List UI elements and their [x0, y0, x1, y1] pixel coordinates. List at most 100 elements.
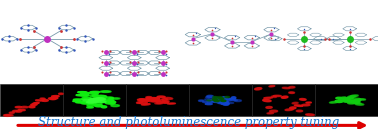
- Ellipse shape: [105, 100, 114, 101]
- Ellipse shape: [299, 99, 306, 100]
- Ellipse shape: [87, 104, 94, 106]
- Ellipse shape: [92, 99, 99, 101]
- Ellipse shape: [139, 102, 147, 104]
- Ellipse shape: [294, 105, 303, 106]
- Ellipse shape: [215, 97, 219, 99]
- Ellipse shape: [213, 100, 218, 102]
- Ellipse shape: [36, 100, 43, 101]
- Ellipse shape: [227, 102, 234, 104]
- Ellipse shape: [83, 94, 89, 96]
- Ellipse shape: [345, 98, 351, 100]
- Ellipse shape: [16, 110, 22, 112]
- Ellipse shape: [86, 101, 94, 103]
- Ellipse shape: [352, 98, 361, 100]
- Ellipse shape: [219, 100, 223, 101]
- Ellipse shape: [206, 97, 211, 98]
- Ellipse shape: [215, 98, 222, 99]
- Ellipse shape: [336, 101, 343, 103]
- Ellipse shape: [89, 92, 98, 94]
- Ellipse shape: [221, 100, 226, 102]
- Ellipse shape: [94, 98, 101, 100]
- Ellipse shape: [82, 99, 90, 101]
- Ellipse shape: [219, 98, 223, 99]
- Ellipse shape: [269, 85, 275, 87]
- Ellipse shape: [87, 100, 91, 102]
- Ellipse shape: [217, 97, 222, 98]
- Ellipse shape: [79, 95, 88, 96]
- Ellipse shape: [207, 95, 213, 97]
- Ellipse shape: [285, 109, 293, 111]
- Ellipse shape: [9, 112, 14, 114]
- Ellipse shape: [109, 98, 113, 99]
- Bar: [63, 84, 126, 116]
- Ellipse shape: [91, 99, 99, 100]
- Ellipse shape: [81, 94, 89, 96]
- Ellipse shape: [353, 102, 361, 104]
- Ellipse shape: [336, 97, 342, 99]
- Ellipse shape: [163, 102, 169, 103]
- Ellipse shape: [91, 101, 98, 103]
- Ellipse shape: [97, 101, 107, 102]
- Ellipse shape: [81, 98, 87, 100]
- Ellipse shape: [15, 106, 22, 108]
- Ellipse shape: [221, 100, 226, 102]
- Ellipse shape: [29, 106, 35, 108]
- Ellipse shape: [292, 102, 298, 104]
- Ellipse shape: [273, 95, 281, 96]
- Ellipse shape: [344, 100, 353, 102]
- Ellipse shape: [94, 104, 103, 107]
- Ellipse shape: [214, 101, 219, 102]
- Ellipse shape: [348, 100, 356, 101]
- Ellipse shape: [213, 96, 217, 98]
- Ellipse shape: [344, 99, 350, 101]
- Ellipse shape: [40, 98, 45, 99]
- Ellipse shape: [146, 98, 155, 99]
- Ellipse shape: [225, 101, 228, 102]
- Ellipse shape: [214, 101, 218, 102]
- Ellipse shape: [90, 98, 96, 100]
- Ellipse shape: [105, 97, 113, 99]
- Ellipse shape: [215, 100, 220, 101]
- Ellipse shape: [136, 102, 143, 103]
- Ellipse shape: [155, 103, 163, 104]
- Ellipse shape: [50, 97, 58, 99]
- Ellipse shape: [99, 100, 105, 102]
- Ellipse shape: [216, 100, 225, 102]
- Ellipse shape: [219, 98, 224, 99]
- Ellipse shape: [350, 100, 359, 102]
- Ellipse shape: [31, 104, 37, 106]
- Ellipse shape: [108, 101, 116, 103]
- Ellipse shape: [266, 106, 272, 108]
- Ellipse shape: [267, 113, 274, 114]
- Ellipse shape: [213, 100, 221, 102]
- Ellipse shape: [224, 102, 229, 104]
- Ellipse shape: [78, 92, 87, 93]
- Ellipse shape: [139, 100, 149, 102]
- Ellipse shape: [146, 96, 152, 98]
- Ellipse shape: [296, 110, 303, 112]
- Ellipse shape: [91, 101, 98, 103]
- Ellipse shape: [100, 99, 106, 101]
- Ellipse shape: [89, 100, 97, 102]
- Ellipse shape: [212, 97, 216, 98]
- Ellipse shape: [88, 103, 96, 105]
- Ellipse shape: [48, 98, 56, 100]
- Ellipse shape: [91, 99, 96, 102]
- Ellipse shape: [101, 106, 107, 108]
- Ellipse shape: [142, 104, 150, 105]
- Ellipse shape: [302, 104, 310, 106]
- Ellipse shape: [88, 99, 95, 101]
- Ellipse shape: [93, 99, 98, 101]
- Ellipse shape: [346, 100, 352, 101]
- Ellipse shape: [157, 96, 165, 98]
- Ellipse shape: [98, 100, 108, 102]
- Ellipse shape: [93, 98, 99, 99]
- Ellipse shape: [349, 97, 353, 98]
- Ellipse shape: [88, 99, 96, 101]
- Ellipse shape: [156, 102, 162, 103]
- Ellipse shape: [3, 115, 11, 116]
- Ellipse shape: [51, 96, 59, 97]
- Ellipse shape: [88, 101, 96, 103]
- Ellipse shape: [359, 99, 366, 100]
- Ellipse shape: [207, 100, 211, 101]
